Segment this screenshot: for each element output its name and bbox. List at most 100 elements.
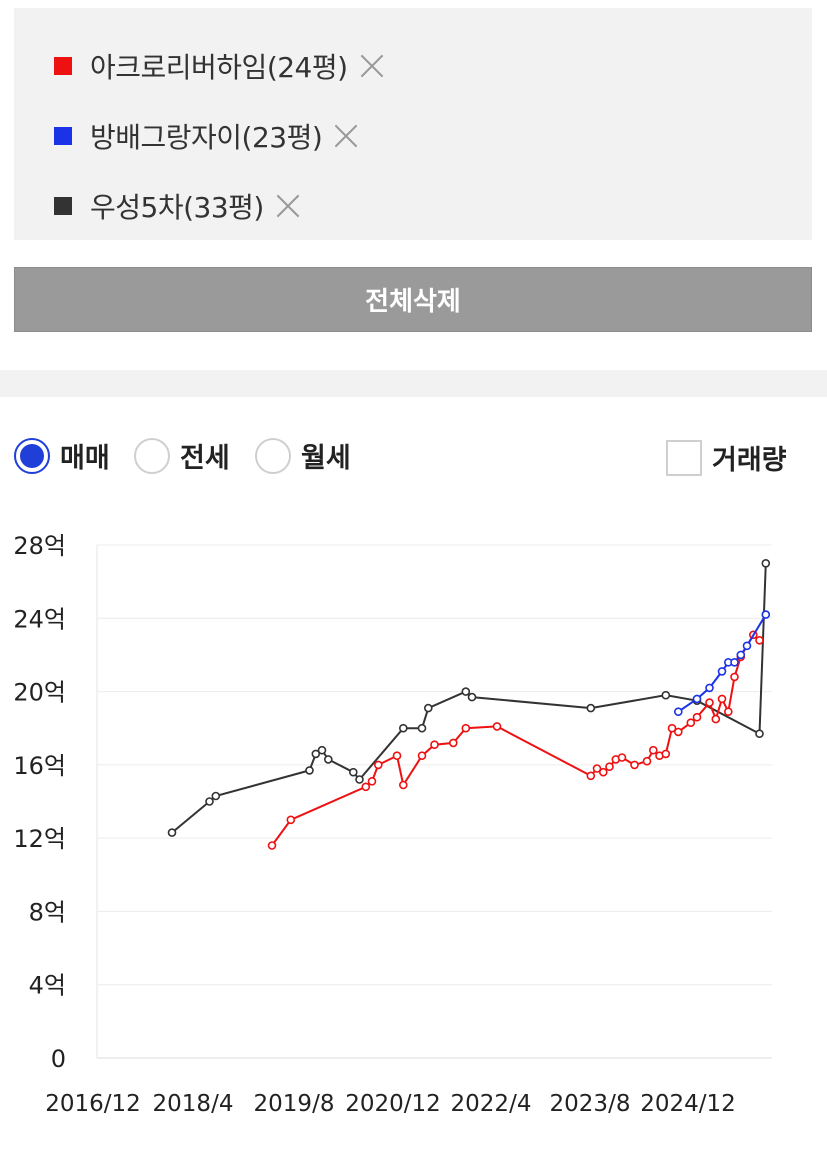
data-point [730,672,739,682]
compare-item-2: 우성5차(33평) [54,186,302,226]
data-point [317,745,327,755]
data-point [430,740,439,749]
close-icon[interactable] [332,122,360,150]
series-1 [267,630,764,850]
radio-label: 매매 [60,443,110,474]
data-point [373,760,383,770]
y-tick-label: 0 [51,1045,66,1073]
radio-label: 전세 [180,443,230,474]
close-icon[interactable] [358,52,386,80]
data-point [205,797,214,806]
compare-item-label: 우성5차(33평) [90,191,264,224]
radio-monthly-rent[interactable]: 월세 [255,436,351,475]
data-point [661,690,671,700]
data-point [461,687,471,696]
data-point [642,756,652,766]
data-point [461,723,471,733]
y-tick-label: 20억 [13,679,66,707]
radio-circle-icon [255,437,291,474]
y-tick-label: 16억 [13,752,66,780]
close-icon[interactable] [274,192,302,220]
series-2 [673,610,771,716]
x-tick-label: 2023/8 [550,1091,631,1117]
radio-circle-icon [134,437,170,474]
x-tick-label: 2020/12 [345,1091,441,1117]
compare-item-label: 아크로리버하임(24평) [90,51,348,84]
series-color-swatch [54,57,72,75]
data-point [492,722,502,731]
y-tick-label: 28억 [13,532,66,560]
data-point [392,751,402,760]
y-axis-ticks: 0 4억 8억 12억 16억 20억 24억 28억 [13,532,66,1073]
data-point [755,729,764,738]
data-point [761,558,771,568]
data-point [730,658,739,667]
x-tick-label: 2016/12 [45,1091,141,1117]
chart-series [167,558,771,850]
volume-checkbox[interactable]: 거래량 [666,438,787,477]
series-color-swatch [54,197,72,215]
compare-list: 아크로리버하임(24평) 방배그랑자이(23평) 우성5차(33평) [14,8,812,240]
data-point [592,764,602,773]
data-point [705,698,714,707]
data-point [267,841,277,850]
volume-label: 거래량 [712,445,787,476]
radio-circle-icon [14,437,50,474]
series-0 [167,558,771,837]
data-point [661,749,671,759]
data-point [467,692,477,702]
price-line-chart: 0 4억 8억 12억 16억 20억 24억 28억 2016/12 2018/4 2019/8… [13,532,772,1117]
data-point [286,815,296,825]
y-tick-label: 4억 [29,972,66,1000]
data-point [667,723,677,733]
compare-item-label: 방배그랑자이(23평) [90,121,323,154]
data-point [761,610,771,619]
data-point [448,738,458,748]
data-point [630,760,639,770]
radio-jeonse[interactable]: 전세 [134,436,230,475]
data-point [755,636,764,645]
x-tick-label: 2018/4 [153,1091,234,1117]
checkbox-icon [666,439,702,476]
data-point [367,776,377,786]
y-tick-label: 24억 [13,605,66,633]
delete-all-button[interactable]: 전체삭제 [14,267,812,332]
series-line [271,633,761,847]
data-point [598,767,608,777]
series-color-swatch [54,127,72,145]
data-point [742,641,752,651]
radio-label: 월세 [301,443,351,474]
data-point [736,650,746,660]
data-point [417,723,427,733]
data-point [711,714,721,724]
data-point [717,694,727,704]
data-point [723,707,733,716]
data-point [586,703,596,713]
compare-item-1: 방배그랑자이(23평) [54,116,360,156]
data-point [692,712,702,722]
data-point [617,753,627,762]
x-tick-label: 2019/8 [254,1091,335,1117]
x-axis-ticks: 2016/12 2018/4 2019/8 2020/12 2022/4 2023/8 20… [45,1091,736,1117]
data-point [311,749,321,759]
compare-item-0: 아크로리버하임(24평) [54,46,386,86]
data-point [586,771,596,781]
data-point [305,766,314,775]
x-tick-label: 2022/4 [451,1091,532,1117]
radio-sale[interactable]: 매매 [14,436,110,475]
data-point [423,703,433,713]
data-point [673,707,683,716]
data-point [705,683,714,693]
data-point [355,775,364,784]
y-tick-label: 8억 [29,898,66,926]
y-tick-label: 12억 [13,825,66,853]
x-tick-label: 2024/12 [640,1091,736,1117]
data-point [361,782,371,792]
data-point [648,745,658,755]
data-point [398,723,408,733]
data-point [605,762,614,772]
data-point [692,694,702,704]
data-point [717,667,727,676]
trade-type-controls: 매매 전세 월세 거래량 [0,430,827,484]
data-point [167,828,177,837]
